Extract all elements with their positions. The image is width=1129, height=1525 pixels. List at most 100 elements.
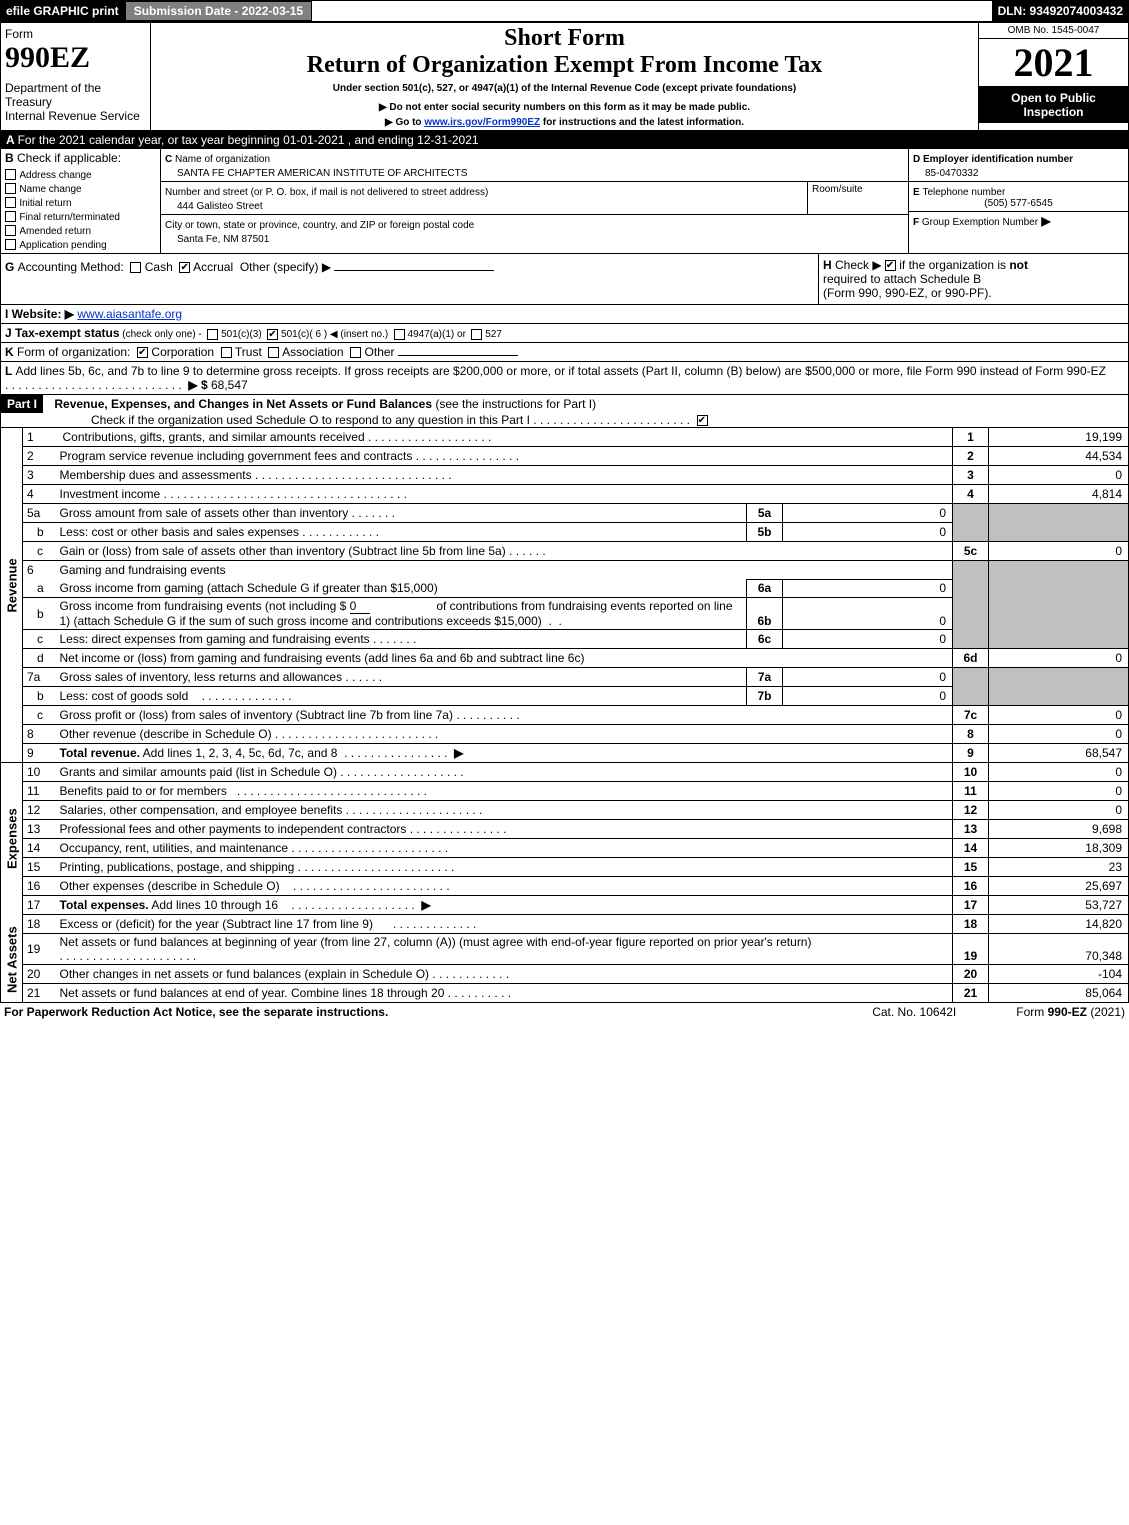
ln10-val: 0 [989, 763, 1129, 782]
initial-return-checkbox[interactable] [5, 197, 16, 208]
ln21-text: Net assets or fund balances at end of ye… [60, 986, 445, 1000]
h-text4: (Form 990, 990-EZ, or 990-PF). [823, 286, 992, 300]
ln19-num: 19 [23, 934, 59, 965]
accrual-label: Accrual [193, 260, 233, 274]
ln15-text: Printing, publications, postage, and shi… [60, 860, 295, 874]
phone-value: (505) 577-6545 [913, 198, 1124, 209]
phone-label: Telephone number [922, 187, 1005, 198]
ln20-num: 20 [23, 965, 59, 984]
gross-receipts-value: 68,547 [211, 378, 248, 392]
tax-year: 2021 [979, 39, 1128, 87]
ln7a-sub: 7a [747, 668, 783, 687]
dept-label: Department of the Treasury [5, 81, 146, 109]
line-h-letter: H [823, 258, 835, 272]
other-org-checkbox[interactable] [350, 347, 361, 358]
ein-label: Employer identification number [923, 154, 1073, 165]
part-i-check-line: Check if the organization used Schedule … [91, 413, 530, 427]
ln9-num: 9 [23, 744, 59, 763]
schedule-o-checkbox[interactable] [697, 415, 708, 426]
name-change-checkbox[interactable] [5, 183, 16, 194]
trust-checkbox[interactable] [221, 347, 232, 358]
footer-year: (2021) [1090, 1005, 1125, 1019]
ln7c-num: c [23, 706, 59, 725]
goto-post: for instructions and the latest informat… [540, 117, 744, 128]
final-return-label: Final return/terminated [19, 212, 120, 223]
efile-label: efile GRAPHIC print [0, 1, 125, 21]
ln18-rn: 18 [953, 915, 989, 934]
netassets-section-label: Net Assets [1, 915, 23, 1003]
cash-checkbox[interactable] [130, 262, 141, 273]
amended-return-checkbox[interactable] [5, 225, 16, 236]
501c-checkbox[interactable] [267, 329, 278, 340]
short-form-title: Short Form [157, 25, 972, 52]
ln7c-text: Gross profit or (loss) from sales of inv… [60, 708, 453, 722]
ln6a-sub: 6a [747, 579, 783, 598]
ln5c-num: c [23, 542, 59, 561]
ln1-val: 19,199 [989, 428, 1129, 447]
ln17-arrow: ▶ [421, 898, 430, 912]
accrual-checkbox[interactable] [179, 262, 190, 273]
ln12-val: 0 [989, 801, 1129, 820]
org-name-label: Name of organization [175, 154, 270, 165]
line-f-letter: F [913, 217, 922, 228]
association-label: Association [282, 345, 343, 359]
ln19-rn: 19 [953, 934, 989, 965]
527-checkbox[interactable] [471, 329, 482, 340]
ln7c-val: 0 [989, 706, 1129, 725]
other-specify-input[interactable] [334, 270, 494, 271]
ln10-num: 10 [23, 763, 59, 782]
ln20-val: -104 [989, 965, 1129, 984]
ln15-val: 23 [989, 858, 1129, 877]
4947-label: 4947(a)(1) or [408, 329, 466, 340]
check-only-one: (check only one) - [122, 329, 201, 340]
form-url-link[interactable]: www.irs.gov/Form990EZ [424, 117, 540, 128]
street-label: Number and street (or P. O. box, if mail… [165, 187, 488, 198]
ssn-warning: ▶ Do not enter social security numbers o… [157, 102, 972, 113]
h-check: Check ▶ [835, 258, 882, 272]
app-pending-label: Application pending [19, 240, 106, 251]
part-i-badge: Part I [1, 395, 43, 413]
l-arrow: ▶ $ [188, 378, 207, 392]
501c-label: 501(c)( 6 ) ◀ (insert no.) [281, 329, 388, 340]
irs-label: Internal Revenue Service [5, 109, 146, 123]
ln13-val: 9,698 [989, 820, 1129, 839]
group-exemption-arrow: ▶ [1041, 214, 1050, 228]
initial-return-label: Initial return [19, 198, 71, 209]
ln6b-sv: 0 [783, 598, 953, 630]
ln13-num: 13 [23, 820, 59, 839]
ln18-num: 18 [23, 915, 59, 934]
final-return-checkbox[interactable] [5, 211, 16, 222]
ln6d-rn: 6d [953, 649, 989, 668]
ein-value: 85-0470332 [913, 168, 978, 179]
room-suite-label: Room/suite [808, 182, 908, 214]
corporation-checkbox[interactable] [137, 347, 148, 358]
527-label: 527 [485, 329, 502, 340]
ln21-val: 85,064 [989, 984, 1129, 1003]
ln5a-text: Gross amount from sale of assets other t… [60, 506, 349, 520]
ln14-rn: 14 [953, 839, 989, 858]
addr-change-checkbox[interactable] [5, 169, 16, 180]
other-org-input[interactable] [398, 355, 518, 356]
ln10-rn: 10 [953, 763, 989, 782]
ln14-val: 18,309 [989, 839, 1129, 858]
other-specify-label: Other (specify) ▶ [240, 260, 331, 274]
footer-form-no: 990-EZ [1048, 1005, 1087, 1019]
ln1-num: 1 [23, 428, 59, 447]
line-a-text: For the 2021 calendar year, or tax year … [18, 133, 479, 147]
part-i-title: Revenue, Expenses, and Changes in Net As… [46, 397, 432, 411]
ln18-val: 14,820 [989, 915, 1129, 934]
schedule-b-checkbox[interactable] [885, 260, 896, 271]
ln19-val: 70,348 [989, 934, 1129, 965]
line-l-letter: L [5, 364, 15, 378]
website-link[interactable]: www.aiasantafe.org [77, 307, 182, 321]
ln17-num: 17 [23, 896, 59, 915]
501c3-checkbox[interactable] [207, 329, 218, 340]
app-pending-checkbox[interactable] [5, 239, 16, 250]
ln20-text: Other changes in net assets or fund bala… [60, 967, 430, 981]
ln14-num: 14 [23, 839, 59, 858]
association-checkbox[interactable] [268, 347, 279, 358]
h-text2: if the organization is [899, 258, 1006, 272]
city-value: Santa Fe, NM 87501 [165, 234, 269, 245]
ln6d-text: Net income or (loss) from gaming and fun… [60, 651, 585, 665]
4947-checkbox[interactable] [394, 329, 405, 340]
